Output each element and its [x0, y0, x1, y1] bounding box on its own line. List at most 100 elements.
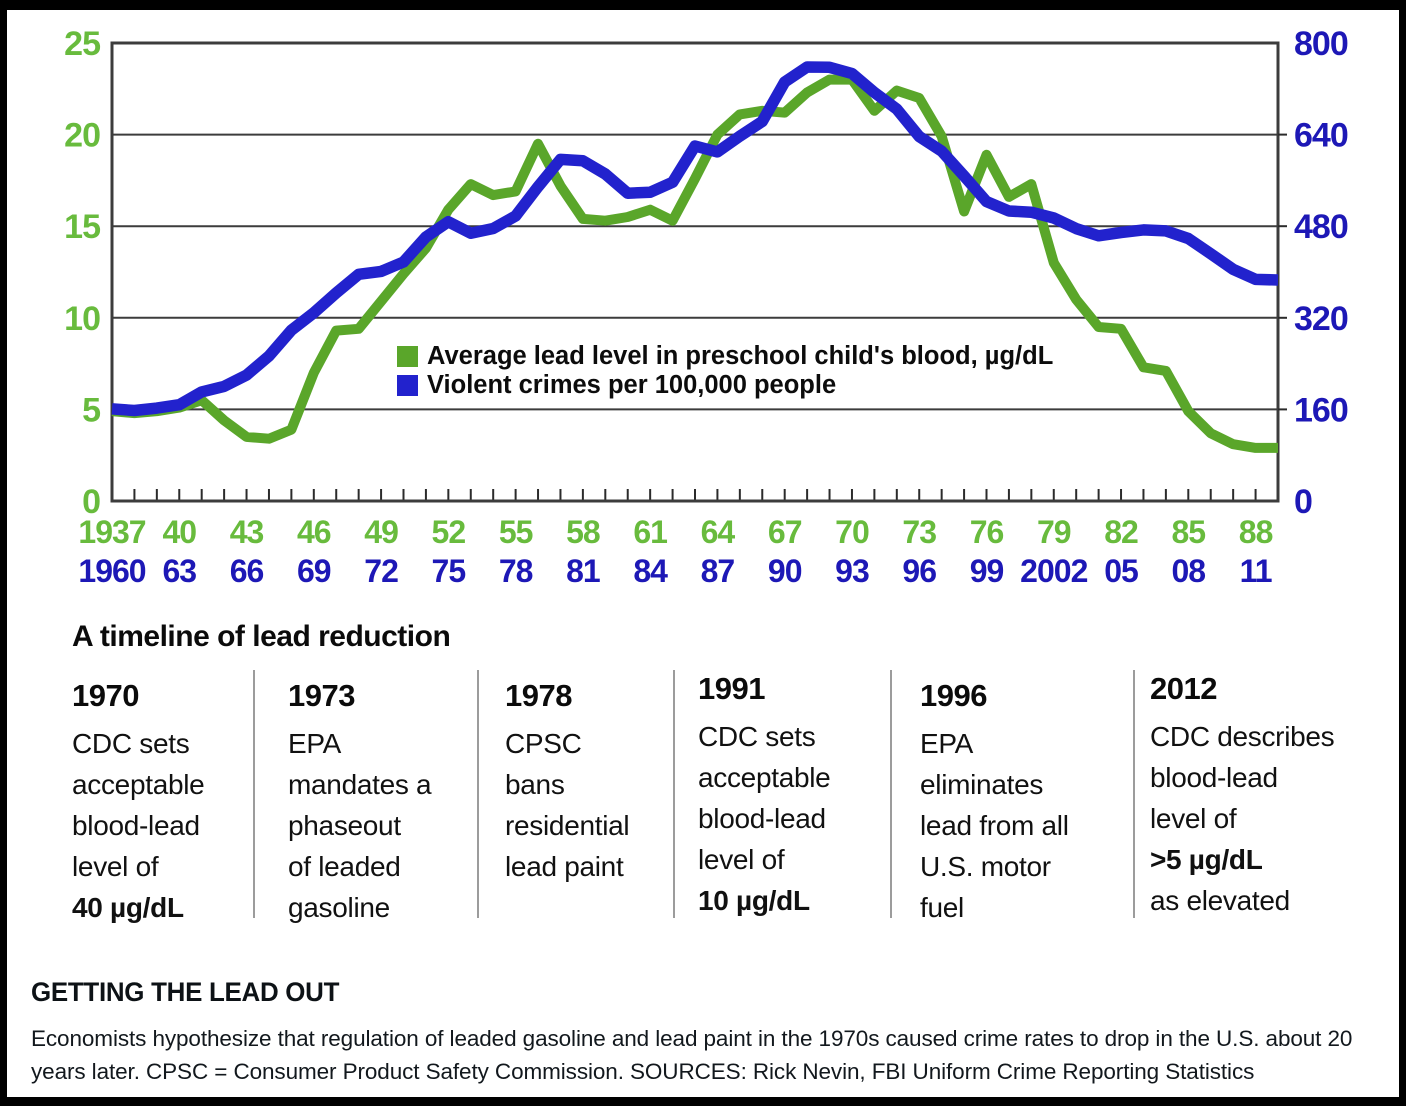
timeline-column-1970: 1970 CDC sets acceptable blood-lead level of… [72, 678, 205, 928]
timeline-title: A timeline of lead reduction [72, 620, 451, 653]
timeline-text-line: blood-lead [698, 803, 826, 834]
timeline-text-line: bans [505, 769, 565, 800]
x-label-crime-year: 11 [1240, 553, 1272, 589]
chart-legend: Average lead level in preschool child's … [397, 342, 1053, 399]
timeline-text-line: residential [505, 810, 630, 841]
timeline-text-line: level of [72, 851, 159, 882]
x-label-lead-year: 79 [1037, 514, 1071, 550]
violent-crime-line [111, 61, 1279, 417]
timeline-text-line: acceptable [698, 762, 831, 793]
timeline-separator [477, 670, 479, 918]
x-label-crime-year: 90 [768, 553, 802, 589]
x-label-lead-year: 61 [633, 514, 667, 550]
timeline-text-line: gasoline [288, 892, 390, 923]
x-label-lead-year: 55 [499, 514, 533, 550]
left-axis-tick-label: 10 [64, 300, 100, 338]
timeline-text-line: CDC sets [698, 721, 816, 752]
timeline-text-line: mandates a [288, 769, 432, 800]
timeline-separator [1133, 670, 1135, 918]
lead-level-line [111, 74, 1278, 453]
timeline-text-line: EPA [920, 728, 974, 759]
right-axis-tick-label: 800 [1294, 25, 1348, 63]
timeline-text-line: CPSC [505, 728, 582, 759]
timeline-column-1991: 1991 CDC sets acceptable blood-lead level of… [698, 671, 831, 921]
right-axis-tick-label: 320 [1294, 300, 1348, 338]
timeline-text-line: 10 µg/dL [698, 885, 810, 916]
caption-line-1: Economists hypothesize that regulation o… [31, 1026, 1353, 1051]
timeline-year: 2012 [1150, 671, 1217, 706]
x-label-lead-year: 76 [970, 514, 1004, 550]
timeline-text-line: blood-lead [1150, 762, 1278, 793]
x-label-crime-year: 99 [970, 553, 1004, 589]
left-axis-tick-label: 25 [64, 25, 100, 63]
timeline-text-line: eliminates [920, 769, 1044, 800]
x-label-lead-year: 49 [364, 514, 398, 550]
x-label-crime-year: 72 [364, 553, 398, 589]
timeline-separator [890, 670, 892, 918]
timeline-text-line: lead paint [505, 851, 624, 882]
x-label-crime-year: 75 [432, 553, 466, 589]
x-label-crime-year: 93 [835, 553, 869, 589]
timeline-text-line: level of [698, 844, 785, 875]
timeline-text-line: CDC sets [72, 728, 190, 759]
left-axis-tick-label: 0 [82, 483, 100, 521]
right-axis-tick-label: 160 [1294, 391, 1348, 429]
right-axis-tick-label: 480 [1294, 208, 1348, 246]
timeline-text-line: as elevated [1150, 885, 1290, 916]
timeline-text-line: of leaded [288, 851, 401, 882]
lead-legend-label: Average lead level in preschool child's … [427, 342, 1053, 370]
x-label-crime-year: 96 [902, 553, 936, 589]
left-axis-tick-label: 5 [82, 391, 100, 429]
caption-line-2: years later. CPSC = Consumer Product Saf… [31, 1059, 1255, 1084]
x-label-crime-year: 69 [297, 553, 331, 589]
x-label-lead-year: 85 [1172, 514, 1206, 550]
x-label-lead-year: 88 [1239, 514, 1273, 550]
x-label-crime-year: 1960 [78, 553, 145, 589]
lead-legend-swatch [397, 346, 418, 367]
timeline-separator [673, 670, 675, 918]
plot-border [110, 41, 1280, 503]
x-label-lead-year: 58 [566, 514, 600, 550]
x-label-lead-year: 52 [432, 514, 466, 550]
timeline-year: 1973 [288, 678, 355, 713]
left-axis-tick-label: 15 [64, 208, 100, 246]
timeline-text-line: blood-lead [72, 810, 200, 841]
timeline-text-line: U.S. motor [920, 851, 1051, 882]
timeline-year: 1978 [505, 678, 572, 713]
right-axis-tick-label: 0 [1294, 483, 1312, 521]
x-label-lead-year: 73 [902, 514, 936, 550]
x-label-lead-year: 64 [701, 514, 736, 550]
x-label-crime-year: 05 [1104, 553, 1138, 589]
x-label-crime-year: 08 [1172, 553, 1206, 589]
timeline-column-2012: 2012 CDC describes blood-lead level of >5 µg… [1150, 671, 1335, 921]
timeline-text-line: 40 µg/dL [72, 892, 184, 923]
x-label-crime-year: 84 [633, 553, 668, 589]
x-label-crime-year: 2002 [1020, 553, 1087, 589]
timeline-text-line: acceptable [72, 769, 205, 800]
timeline-column-1978: 1978 CPSC bans residential lead paint [505, 678, 630, 887]
timeline-column-1973: 1973 EPA mandates a phaseout of leaded gasoli… [288, 678, 432, 928]
x-label-lead-year: 46 [297, 514, 331, 550]
timeline-text-line: level of [1150, 803, 1237, 834]
x-label-crime-year: 81 [566, 553, 600, 589]
crime-legend-swatch [397, 375, 418, 396]
figure-heading: GETTING THE LEAD OUT [31, 977, 340, 1007]
x-label-lead-year: 70 [835, 514, 869, 550]
x-label-crime-year: 87 [701, 553, 735, 589]
x-label-lead-year: 40 [162, 514, 196, 550]
timeline-year: 1970 [72, 678, 139, 713]
timeline-text-line: phaseout [288, 810, 401, 841]
x-label-lead-year: 1937 [78, 514, 145, 550]
x-label-lead-year: 82 [1104, 514, 1138, 550]
x-label-crime-year: 63 [162, 553, 196, 589]
timeline-year: 1991 [698, 671, 765, 706]
x-label-crime-year: 66 [230, 553, 264, 589]
timeline-text-line: CDC describes [1150, 721, 1335, 752]
timeline-text-line: fuel [920, 892, 964, 923]
left-axis-tick-label: 20 [64, 117, 100, 155]
right-axis-tick-label: 640 [1294, 117, 1348, 155]
x-label-lead-year: 43 [230, 514, 264, 550]
